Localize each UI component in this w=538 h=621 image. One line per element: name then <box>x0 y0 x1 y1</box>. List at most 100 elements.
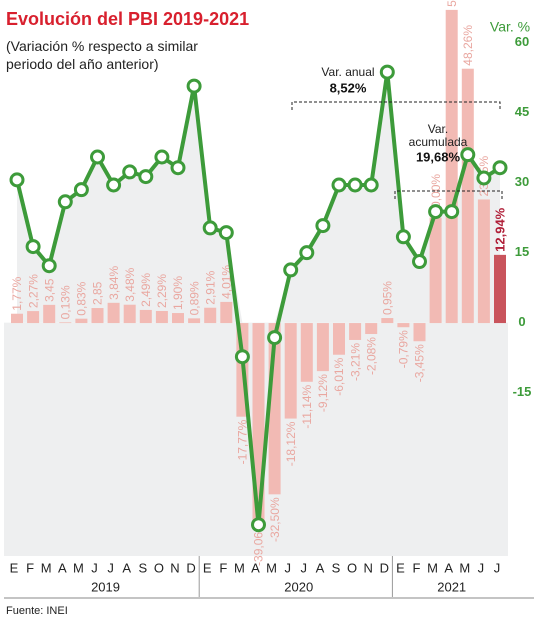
line-point <box>138 169 154 185</box>
bar <box>494 254 506 324</box>
annotation-bracket <box>394 190 503 199</box>
bar-value-label: -18,12% <box>284 421 298 466</box>
bar-value-label: 1,90% <box>171 276 185 310</box>
x-tick-label: F <box>219 560 227 575</box>
bar <box>300 323 313 382</box>
bar <box>429 217 442 324</box>
bar-value-label: 1,77% <box>10 276 24 310</box>
bar-value-label: 2,29% <box>155 274 169 308</box>
x-tick-label: E <box>396 560 405 575</box>
group-label: 2021 <box>437 579 466 594</box>
bar-value-label: -39,06 <box>252 532 266 566</box>
bar <box>397 323 410 328</box>
bar <box>333 323 345 355</box>
bar-value-label: 0,13% <box>58 285 72 319</box>
line-point <box>122 164 138 180</box>
bar <box>11 313 23 324</box>
line-point <box>267 330 283 346</box>
x-tick-label: M <box>266 560 277 575</box>
x-tick-label: A <box>122 560 131 575</box>
x-tick-label: J <box>107 560 114 575</box>
bar-value-label: 48,26% <box>461 25 475 66</box>
bar <box>413 323 426 342</box>
bar <box>316 323 329 372</box>
bar <box>43 304 56 324</box>
line-point <box>283 262 299 278</box>
y-tick-label: 45 <box>515 104 529 119</box>
bar-value-label: 59,42% <box>445 0 459 7</box>
x-tick-label: E <box>10 560 19 575</box>
line-point <box>363 177 379 193</box>
line-point <box>251 517 266 533</box>
bar <box>461 68 474 324</box>
bar <box>91 308 104 324</box>
x-tick-label: J <box>494 560 501 575</box>
line-point <box>106 177 122 193</box>
line-point <box>315 218 331 234</box>
x-tick-label: F <box>26 560 34 575</box>
bar-value-label: -11,14% <box>300 384 314 428</box>
annotation-text: Var. acumulada <box>409 122 468 149</box>
annotation-value: 19,68% <box>416 149 461 164</box>
annotation-value: 8,52% <box>330 80 367 95</box>
group-label: 2019 <box>91 579 120 594</box>
bar-value-label: 2,91% <box>203 270 217 304</box>
x-tick-label: J <box>284 560 291 575</box>
line-point <box>73 182 89 198</box>
x-tick-label: S <box>332 560 341 575</box>
line-point <box>57 194 73 210</box>
x-tick-label: O <box>154 560 164 575</box>
bar-value-label: 3,48% <box>123 267 137 301</box>
y-tick-label: 60 <box>515 34 529 49</box>
bar-value-label: -17,77% <box>236 419 250 464</box>
line-point <box>460 147 476 163</box>
annotation-line: acumulada <box>409 135 468 149</box>
bar-value-label: 20,00% <box>429 174 443 215</box>
y-axis-label: Var. % <box>490 19 530 35</box>
x-tick-label: M <box>73 560 84 575</box>
x-tick-label: A <box>251 560 260 575</box>
bar-value-label: -9,12% <box>316 374 330 412</box>
line-point <box>395 229 411 245</box>
line-point <box>347 177 363 193</box>
x-tick-label: F <box>413 560 421 575</box>
chart-title: Evolución del PBI 2019-2021 <box>6 9 249 29</box>
group-label: 2020 <box>284 579 313 594</box>
annotation-text: Var. anual <box>321 65 374 79</box>
line-area <box>17 72 500 323</box>
bar-value-label: -3,45% <box>413 344 427 382</box>
x-tick-label: M <box>459 560 470 575</box>
bar <box>349 323 362 340</box>
line-point <box>41 258 57 274</box>
bar-value-label: 2,27% <box>26 274 40 308</box>
line-point <box>492 160 508 176</box>
bar <box>220 301 233 324</box>
line-point <box>90 149 105 165</box>
bar-value-label: -0,79% <box>397 330 411 368</box>
bar-value-label: 3,45 <box>42 278 56 302</box>
y-tick-label: 30 <box>515 174 529 189</box>
bar-value-label: 3,84% <box>107 265 121 299</box>
annotation-bracket <box>291 101 501 110</box>
line-point <box>202 220 218 236</box>
bar <box>59 322 72 324</box>
source: Fuente: INEI <box>6 605 68 617</box>
bar <box>172 313 184 324</box>
x-tick-label: D <box>186 560 195 575</box>
line-point <box>412 254 427 270</box>
line-point <box>9 172 25 188</box>
bar <box>139 309 152 324</box>
bar <box>75 318 88 324</box>
x-tick-label: J <box>478 560 485 575</box>
subtitle-line: periodo del año anterior) <box>6 56 159 72</box>
bar-value-label: 0,89% <box>187 281 201 315</box>
bar <box>27 311 40 324</box>
line-point <box>428 204 444 220</box>
line-point <box>170 160 186 176</box>
annotation-line: Var. <box>428 122 448 136</box>
bar <box>445 9 458 324</box>
line-point <box>444 204 460 220</box>
line-point <box>234 349 250 365</box>
x-tick-label: A <box>444 560 453 575</box>
